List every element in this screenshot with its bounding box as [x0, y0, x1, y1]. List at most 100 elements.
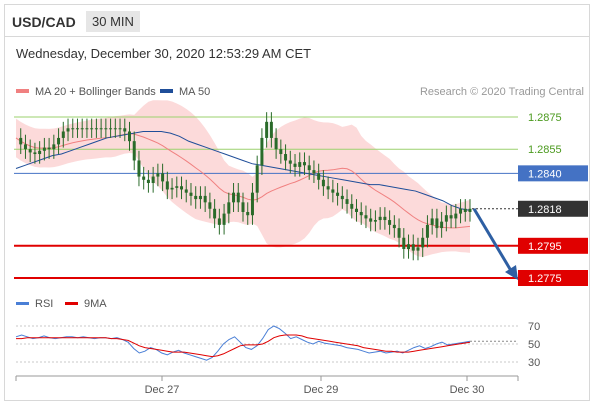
timestamp: Wednesday, December 30, 2020 12:53:29 AM… [16, 46, 312, 61]
candle-body [180, 186, 184, 190]
rsi-tick-label: 50 [528, 339, 540, 351]
time-tick-label: Dec 30 [450, 384, 485, 396]
candle-body [132, 141, 136, 161]
candle-body [350, 203, 354, 209]
candle-body [232, 192, 236, 203]
candle-body [317, 173, 321, 180]
bollinger-band [16, 100, 470, 257]
candle-body [165, 181, 169, 190]
candle-body [284, 154, 288, 161]
candle-body [269, 121, 273, 138]
candle-body [146, 179, 150, 184]
ma50-legend-label: MA 50 [179, 86, 210, 98]
candle-body [312, 170, 316, 174]
candle-body [66, 128, 70, 132]
ma9-legend-label: 9MA [84, 298, 107, 310]
price-levels [14, 116, 518, 279]
candle-body [109, 128, 113, 130]
candle-body [302, 162, 306, 166]
ma9-legend-swatch [65, 302, 78, 305]
candle-body [118, 128, 122, 130]
candle-body [61, 131, 65, 138]
candle-body [156, 173, 160, 177]
rsi-ma-line [16, 334, 471, 358]
candle-body [293, 163, 297, 167]
level-label: 1.2840 [528, 168, 562, 180]
candle-body [250, 192, 254, 216]
candle-body [378, 216, 382, 221]
candle-body [407, 244, 411, 250]
candle-body [265, 121, 269, 138]
candle-body [104, 128, 108, 130]
candle-body [364, 215, 368, 219]
candle-body [307, 165, 311, 171]
candle-body [444, 215, 448, 222]
candle-body [331, 189, 335, 193]
rsi-line [15, 325, 471, 361]
candle-body [288, 160, 292, 164]
candle-body [52, 144, 56, 150]
candle-body [94, 128, 98, 130]
candle-body [19, 137, 23, 145]
candle-body [459, 208, 463, 214]
candle-body [340, 195, 344, 200]
level-label: 1.2818 [528, 204, 562, 216]
candle-body [463, 208, 467, 212]
level-label-box [518, 200, 588, 217]
candle-body [161, 173, 165, 182]
level-label: 1.2795 [528, 241, 562, 253]
candle-body [75, 128, 79, 130]
candle-body [425, 224, 429, 238]
candle-body [227, 202, 231, 214]
bollinger-band-area [16, 100, 470, 257]
chart-frame [4, 4, 590, 401]
candle-body [28, 149, 32, 153]
ma20-legend-label: MA 20 + Bollinger Bands [35, 86, 156, 98]
level-label-box [518, 165, 588, 182]
candle-body [213, 208, 217, 219]
candle-body [392, 224, 396, 229]
time-tick-label: Dec 29 [304, 384, 339, 396]
level-label: 1.2775 [528, 273, 562, 285]
candle-body [468, 208, 472, 212]
candle-body [217, 218, 221, 225]
candle-body [38, 150, 42, 155]
level-label: 1.2855 [528, 144, 562, 156]
candle-body [326, 186, 330, 190]
candle-body [435, 218, 439, 229]
candle-body [369, 218, 373, 222]
candle-body [99, 128, 103, 130]
time-axis: Dec 27 Dec 29 Dec 30 [15, 375, 519, 396]
rsi-tick-label: 30 [528, 357, 540, 369]
timeframe-badge[interactable]: 30 MIN [86, 11, 140, 32]
candle-body [198, 195, 202, 200]
rsi-panel: 70 50 30 [15, 321, 540, 369]
candle-body [57, 137, 61, 145]
level-label: 1.2875 [528, 112, 562, 124]
candle-body [42, 147, 46, 151]
rsi-legend-label: RSI [35, 298, 53, 310]
candle-body [345, 199, 349, 204]
candle-body [33, 152, 37, 155]
candle-body [383, 216, 387, 221]
ma50-line [15, 130, 471, 211]
candle-body [411, 244, 415, 251]
candle-body [222, 213, 226, 225]
projection-arrow-head [505, 265, 518, 280]
candle-body [454, 213, 458, 219]
candle-body [336, 192, 340, 196]
candle-body [397, 228, 401, 238]
candle-body [373, 220, 377, 222]
candle-body [208, 202, 212, 209]
candle-body [246, 211, 250, 216]
time-tick-label: Dec 27 [145, 384, 180, 396]
candle-body [142, 176, 146, 180]
symbol-label: USD/CAD [12, 14, 76, 30]
candle-body [430, 218, 434, 225]
candle-body [170, 187, 174, 190]
projection-arrow-shaft [472, 208, 515, 275]
ma20-legend-swatch [16, 89, 29, 93]
candle-body [416, 247, 420, 251]
candle-body [85, 128, 89, 130]
